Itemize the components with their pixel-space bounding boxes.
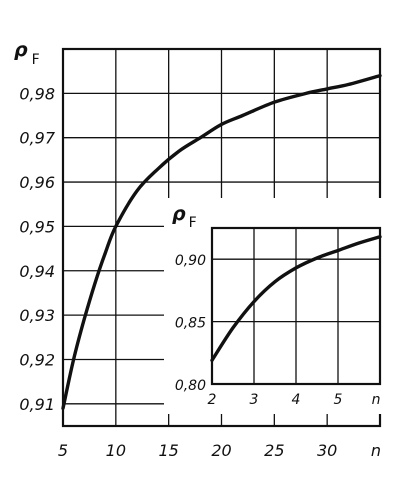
inset-background bbox=[164, 198, 384, 414]
main-y-tick-label: 0,94 bbox=[19, 262, 55, 281]
inset-y-tick-label: 0,90 bbox=[175, 253, 206, 269]
inset-y-tick-label: 0,80 bbox=[175, 378, 206, 394]
main-y-tick-label: 0,98 bbox=[19, 84, 55, 103]
main-y-tick-label: 0,92 bbox=[19, 350, 55, 369]
inset-y-tick-label: 0,85 bbox=[175, 316, 206, 332]
main-x-axis-end-label: n bbox=[371, 441, 381, 460]
inset-series-line bbox=[210, 235, 382, 362]
inset-x-axis-end-label: n bbox=[372, 392, 381, 408]
main-x-tick-label: 30 bbox=[317, 441, 337, 460]
main-y-tick-label: 0,91 bbox=[19, 395, 55, 414]
inset-x-tick-label: 2 bbox=[208, 392, 217, 408]
main-x-tick-label: 15 bbox=[158, 441, 178, 460]
main-y-tick-label: 0,95 bbox=[19, 217, 55, 236]
main-x-tick-label: 5 bbox=[58, 441, 68, 460]
inset-x-tick-label: 5 bbox=[334, 392, 343, 408]
inset-x-tick-labels: 2 3 4 5 n bbox=[208, 392, 381, 408]
main-y-tick-label: 0,93 bbox=[19, 306, 55, 325]
main-x-tick-label: 20 bbox=[211, 441, 231, 460]
main-series-line bbox=[61, 73, 382, 410]
main-x-tick-labels: 5 10 15 20 25 30 n bbox=[58, 441, 381, 460]
main-y-tick-labels: 0,91 0,92 0,93 0,94 0,95 0,96 0,97 0,98 bbox=[19, 84, 55, 413]
main-x-tick-label: 10 bbox=[106, 441, 126, 460]
inset-x-tick-label: 4 bbox=[292, 392, 301, 408]
main-y-tick-label: 0,96 bbox=[19, 173, 55, 192]
main-y-tick-label: 0,97 bbox=[19, 129, 55, 148]
inset-y-tick-labels: 0,80 0,85 0,90 bbox=[175, 253, 206, 394]
inset-x-tick-label: 3 bbox=[250, 392, 259, 408]
main-x-tick-label: 25 bbox=[264, 441, 284, 460]
